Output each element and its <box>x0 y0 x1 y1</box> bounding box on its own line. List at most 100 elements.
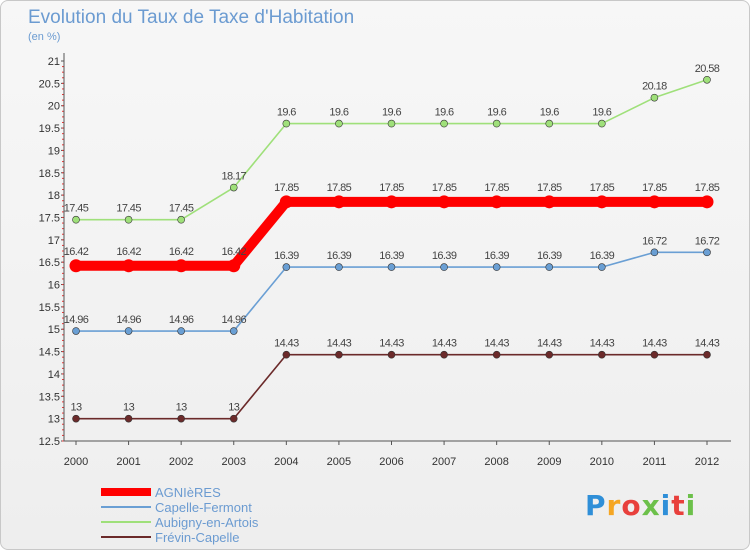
logo-letter: x <box>641 489 661 522</box>
data-label: 17.85 <box>379 182 404 194</box>
data-label: 20.58 <box>695 63 720 75</box>
y-tick-label: 15.5 <box>39 302 60 314</box>
series-line-3 <box>75 353 708 420</box>
y-minor-dot <box>62 205 64 207</box>
data-point <box>124 327 133 335</box>
y-minor-dot <box>62 311 64 313</box>
y-minor-dot <box>62 66 64 68</box>
y-minor-dot <box>62 94 64 96</box>
y-tick-label: 14 <box>48 369 60 381</box>
data-label: 16.39 <box>379 250 404 262</box>
y-minor-dot <box>62 284 64 286</box>
data-point <box>545 263 554 271</box>
x-tick-label: 2005 <box>327 456 351 468</box>
data-point <box>595 195 609 209</box>
y-minor-dot <box>62 116 64 118</box>
data-label: 14.43 <box>642 338 667 350</box>
y-minor-dot <box>62 200 64 202</box>
legend-swatch <box>101 506 151 508</box>
y-minor-dot <box>62 228 64 230</box>
legend-label: Frévin-Capelle <box>155 530 240 545</box>
y-minor-dot <box>62 77 64 79</box>
y-tick-label: 19 <box>48 145 60 157</box>
data-label: 13 <box>123 402 135 414</box>
data-label: 17.85 <box>642 182 667 194</box>
y-minor-dot <box>62 233 64 235</box>
y-tick-label: 21 <box>48 56 60 68</box>
data-point <box>492 119 501 128</box>
data-point <box>440 119 448 128</box>
chart-unit: (en %) <box>28 31 61 43</box>
y-minor-dot <box>62 395 64 397</box>
y-minor-dot <box>62 189 64 191</box>
y-minor-dot <box>62 211 64 213</box>
y-minor-dot <box>62 256 64 258</box>
data-label: 16.42 <box>169 246 194 258</box>
data-point <box>598 350 606 359</box>
y-minor-dot <box>62 339 64 341</box>
data-label: 16.42 <box>221 246 246 258</box>
data-point <box>385 195 398 209</box>
data-label: 16.72 <box>695 235 720 247</box>
x-tick-label: 2002 <box>169 456 193 468</box>
logo-letter: i <box>685 489 697 522</box>
data-point <box>650 248 659 257</box>
y-minor-dot <box>62 244 64 246</box>
x-tick-label: 2011 <box>643 456 667 468</box>
y-tick-label: 18 <box>48 190 60 202</box>
data-point <box>492 263 501 271</box>
data-point <box>703 350 711 359</box>
y-minor-dot <box>62 362 64 364</box>
y-minor-dot <box>62 194 64 196</box>
y-minor-dot <box>62 99 64 101</box>
y-tick-label: 14.5 <box>39 347 60 359</box>
data-label: 17.85 <box>537 182 562 194</box>
y-minor-dot <box>62 172 64 174</box>
data-point <box>598 119 606 128</box>
y-minor-dot <box>62 166 64 168</box>
data-point <box>332 195 346 209</box>
y-tick-label: 19.5 <box>39 123 60 135</box>
y-minor-dot <box>62 71 64 73</box>
data-label: 14.96 <box>169 314 194 326</box>
data-label: 13 <box>176 402 188 414</box>
data-point <box>335 119 343 128</box>
data-point <box>650 93 659 102</box>
legend-label: Aubigny-en-Artois <box>155 515 259 530</box>
data-point <box>177 327 185 335</box>
y-minor-dot <box>62 222 64 224</box>
y-minor-dot <box>62 434 64 436</box>
data-label: 19.6 <box>540 107 559 119</box>
data-label: 17.85 <box>695 182 720 194</box>
data-label: 19.6 <box>592 107 611 119</box>
data-label: 13 <box>228 402 240 414</box>
x-tick-label: 2001 <box>116 456 140 468</box>
data-label: 14.43 <box>590 338 615 350</box>
y-minor-dot <box>62 328 64 330</box>
data-label: 14.96 <box>116 314 141 326</box>
x-tick-label: 2010 <box>590 456 614 468</box>
y-minor-dot <box>62 88 64 90</box>
data-point <box>72 327 80 335</box>
data-label: 16.42 <box>116 246 141 258</box>
x-tick-label: 2012 <box>695 456 719 468</box>
data-point <box>282 263 291 271</box>
data-label: 16.39 <box>274 250 299 262</box>
y-minor-dot <box>62 144 64 146</box>
data-label: 14.96 <box>221 314 246 326</box>
data-point <box>122 259 136 273</box>
data-label: 14.43 <box>379 338 404 350</box>
y-minor-dot <box>62 278 64 280</box>
legend-swatch <box>101 521 151 523</box>
data-point <box>437 195 451 209</box>
data-label: 14.43 <box>695 338 720 350</box>
data-label: 17.45 <box>169 203 194 215</box>
y-tick-label: 20 <box>48 101 60 113</box>
y-minor-dot <box>62 440 64 442</box>
y-tick-label: 18.5 <box>39 168 60 180</box>
data-label: 17.85 <box>327 182 352 194</box>
y-minor-dot <box>62 289 64 291</box>
data-label: 17.85 <box>432 182 457 194</box>
y-tick-label: 17 <box>48 235 60 247</box>
y-minor-dot <box>62 133 64 135</box>
